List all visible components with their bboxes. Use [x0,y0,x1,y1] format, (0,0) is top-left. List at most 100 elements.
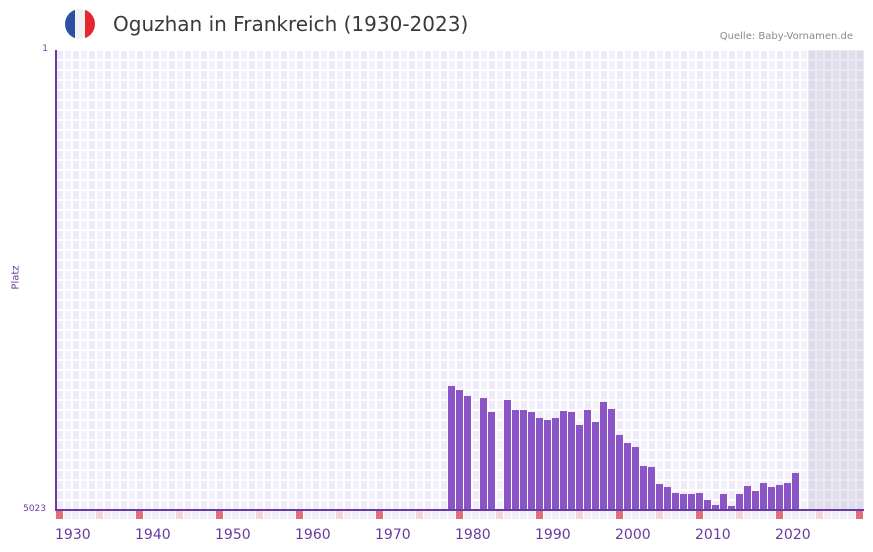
grid-cell [321,241,327,249]
bar-2021[interactable] [784,482,791,510]
grid-cell [585,91,591,99]
grid-cell [113,371,119,379]
grid-cell [657,291,663,299]
grid-cell [393,61,399,69]
grid-cell [121,81,127,89]
bar-2016[interactable] [744,486,751,510]
grid-cell [409,71,415,79]
bar-1995[interactable] [576,425,583,510]
grid-cell [641,301,647,309]
grid-cell [825,221,831,229]
bar-2006[interactable] [664,487,671,510]
grid-cell [169,461,175,469]
bar-1980[interactable] [456,390,463,510]
grid-cell [737,301,743,309]
bar-1990[interactable] [536,417,543,510]
bar-2001[interactable] [624,442,631,510]
bar-2009[interactable] [688,493,695,510]
bar-1987[interactable] [512,409,519,510]
bar-1981[interactable] [464,395,471,510]
bar-2000[interactable] [616,434,623,510]
grid-cell [353,441,359,449]
bar-2020[interactable] [776,485,783,510]
grid-cell [857,201,863,209]
grid-cell [177,451,183,459]
grid-cell [473,161,479,169]
grid-cell [761,81,767,89]
grid-cell [849,501,855,509]
grid-cell [665,371,671,379]
bar-1996[interactable] [584,409,591,510]
grid-cell [361,341,367,349]
grid-cell [297,131,303,139]
year-marker [64,511,71,519]
grid-cell [713,281,719,289]
grid-cell [401,491,407,499]
bar-1988[interactable] [520,409,527,510]
grid-cell [105,231,111,239]
grid-cell [713,121,719,129]
bar-2003[interactable] [640,465,647,510]
grid-cell [785,131,791,139]
year-marker [752,511,759,519]
bar-2008[interactable] [680,493,687,510]
bar-1989[interactable] [528,412,535,510]
grid-cell [673,191,679,199]
grid-cell [105,331,111,339]
grid-cell [801,211,807,219]
grid-cell [769,171,775,179]
grid-cell [561,351,567,359]
bar-2002[interactable] [632,446,639,510]
grid-cell [185,291,191,299]
bar-1999[interactable] [608,408,615,510]
grid-cell [817,381,823,389]
bar-2007[interactable] [672,492,679,510]
bar-1991[interactable] [544,419,551,510]
bar-1997[interactable] [592,421,599,510]
bar-2019[interactable] [768,487,775,510]
bar-1998[interactable] [600,402,607,510]
grid-cell [153,121,159,129]
year-marker [328,511,335,519]
bar-2018[interactable] [760,482,767,510]
grid-cell [761,201,767,209]
grid-cell [777,221,783,229]
bar-2022[interactable] [792,473,799,510]
bar-2013[interactable] [720,493,727,510]
grid-cell [121,141,127,149]
grid-cell [289,111,295,119]
grid-cell [657,391,663,399]
grid-cell [249,221,255,229]
grid-cell [705,381,711,389]
grid-cell [369,501,375,509]
grid-cell [57,151,63,159]
bar-2014[interactable] [728,505,735,510]
grid-cell [617,221,623,229]
grid-cell [641,141,647,149]
bar-1992[interactable] [552,417,559,510]
bar-1986[interactable] [504,400,511,510]
grid-cell [273,421,279,429]
grid-cell [249,231,255,239]
bar-2004[interactable] [648,466,655,510]
bar-1979[interactable] [448,385,455,510]
bar-1983[interactable] [480,397,487,510]
bar-2005[interactable] [656,484,663,510]
grid-cell [457,261,463,269]
bar-1993[interactable] [560,410,567,510]
grid-cell [705,101,711,109]
grid-cell [225,71,231,79]
bar-2012[interactable] [712,504,719,510]
grid-cell [177,251,183,259]
grid-cell [81,431,87,439]
bar-2017[interactable] [752,490,759,510]
grid-cell [185,251,191,259]
bar-2010[interactable] [696,492,703,510]
bar-2015[interactable] [736,493,743,510]
grid-cell [185,221,191,229]
bar-1984[interactable] [488,412,495,510]
bar-2011[interactable] [704,500,711,510]
grid-cell [57,251,63,259]
bar-1994[interactable] [568,412,575,510]
grid-cell [585,71,591,79]
